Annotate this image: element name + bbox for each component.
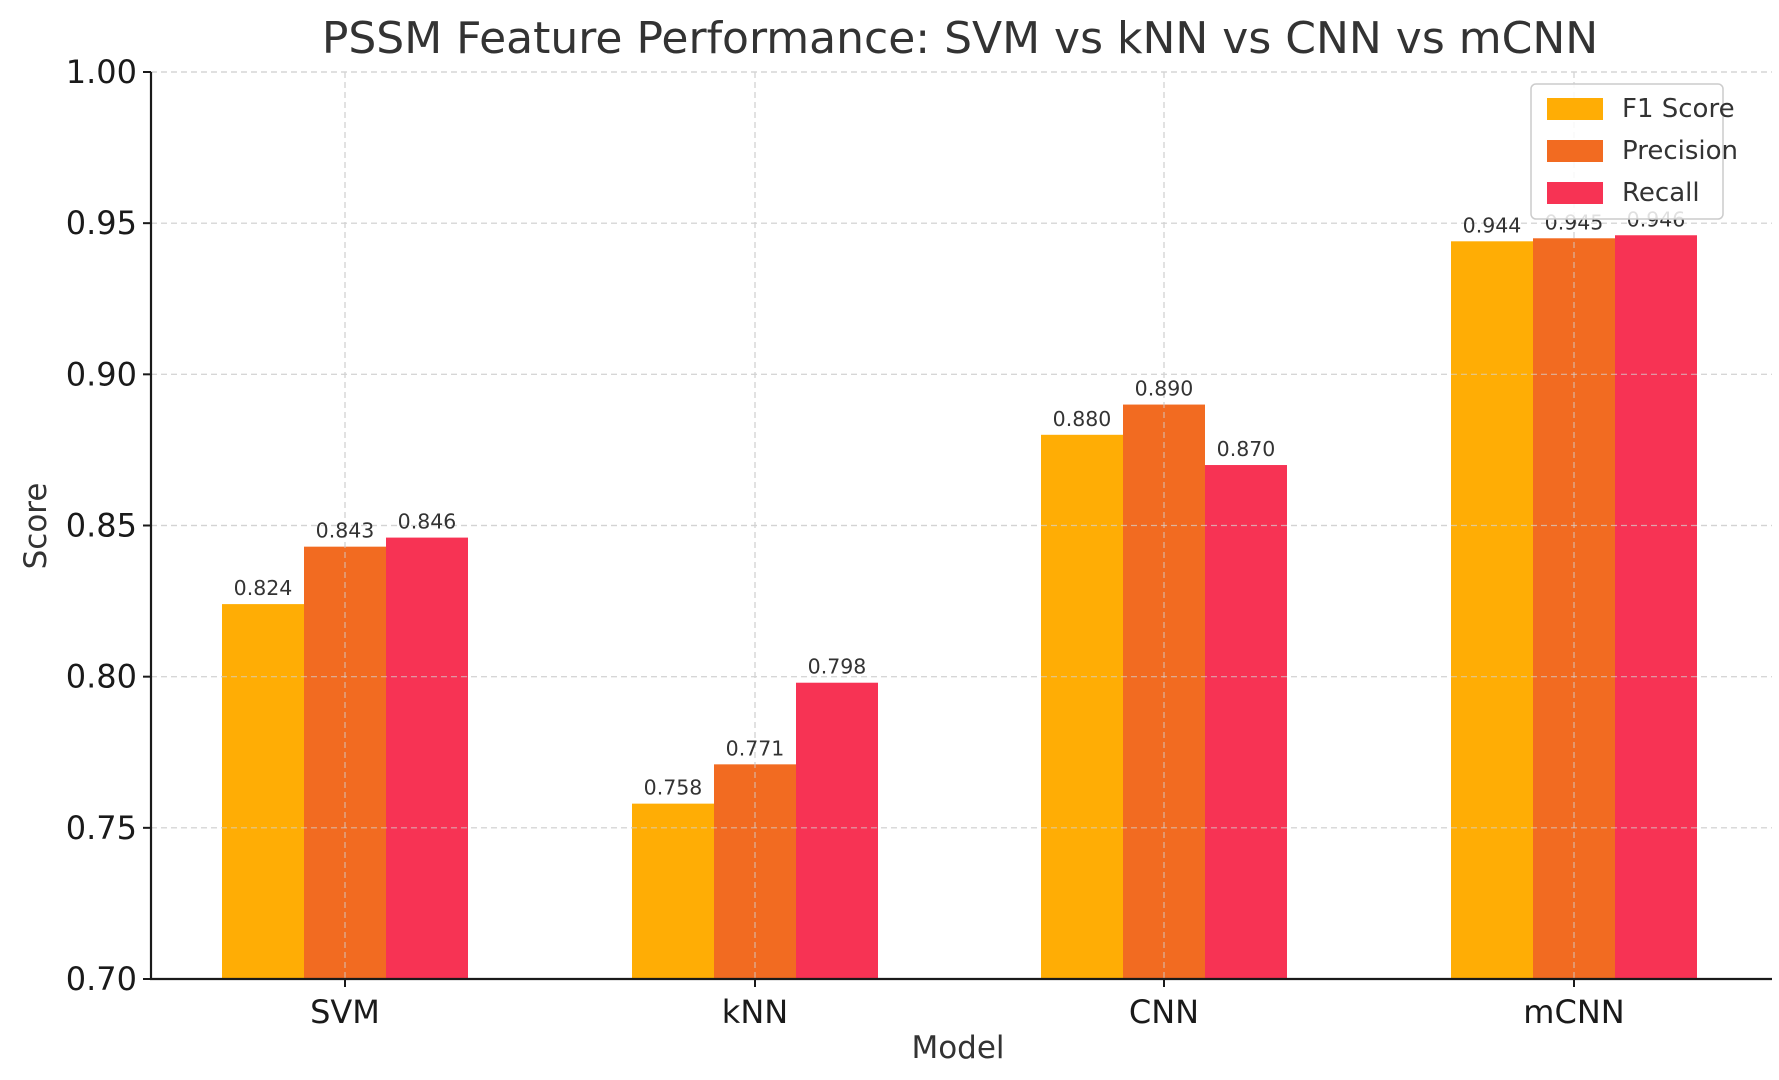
grid-overlay bbox=[151, 71, 1772, 979]
data-label: 0.824 bbox=[234, 576, 293, 600]
ticks-layer: 0.70 0.75 0.80 0.85 0.90 0.95 1.00 SVM kNN CNN mCN… bbox=[66, 53, 1625, 1031]
legend-swatch bbox=[1547, 140, 1603, 162]
legend-label: Recall bbox=[1622, 178, 1700, 208]
y-axis-title: Score bbox=[18, 483, 54, 570]
data-label: 0.846 bbox=[398, 510, 457, 534]
data-label: 0.870 bbox=[1217, 437, 1276, 461]
bars-layer bbox=[222, 235, 1697, 980]
legend-swatch bbox=[1547, 98, 1603, 120]
bar-knn-recall bbox=[796, 682, 878, 979]
value-labels-layer: 0.824 0.843 0.846 0.758 0.771 0.798 0.880 0.890… bbox=[234, 207, 1686, 799]
data-label: 0.798 bbox=[808, 655, 867, 679]
x-axis-title: Model bbox=[911, 1030, 1004, 1066]
legend-label: Precision bbox=[1622, 136, 1738, 166]
y-tick-label: 0.95 bbox=[66, 204, 137, 242]
data-label: 0.771 bbox=[726, 736, 785, 760]
data-label: 0.758 bbox=[644, 776, 703, 800]
bar-mcnn-recall bbox=[1615, 235, 1697, 979]
x-tick-label: mCNN bbox=[1523, 993, 1624, 1031]
data-label: 0.880 bbox=[1053, 407, 1112, 431]
x-tick-label: kNN bbox=[722, 993, 788, 1031]
legend-swatch bbox=[1547, 182, 1603, 204]
bar-knn-f1-score bbox=[632, 803, 714, 979]
data-label: 0.944 bbox=[1463, 213, 1522, 237]
x-tick-label: CNN bbox=[1129, 993, 1199, 1031]
legend-label: F1 Score bbox=[1622, 94, 1735, 124]
x-tick-label: SVM bbox=[310, 993, 380, 1031]
bar-cnn-f1-score bbox=[1041, 434, 1123, 979]
y-tick-label: 0.85 bbox=[66, 507, 137, 545]
bar-cnn-recall bbox=[1205, 465, 1287, 979]
legend-items: F1 Score Precision Recall bbox=[1547, 94, 1738, 208]
bar-svm-recall bbox=[386, 537, 468, 979]
data-label: 0.843 bbox=[316, 519, 375, 543]
chart-title: PSSM Feature Performance: SVM vs kNN vs … bbox=[322, 13, 1598, 64]
y-tick-label: 0.70 bbox=[66, 960, 137, 998]
data-label: 0.890 bbox=[1135, 377, 1194, 401]
y-tick-label: 0.80 bbox=[66, 658, 137, 696]
legend: F1 Score Precision Recall bbox=[1530, 83, 1738, 220]
y-tick-label: 0.75 bbox=[66, 809, 137, 847]
y-tick-label: 0.90 bbox=[66, 355, 137, 393]
y-tick-label: 1.00 bbox=[66, 53, 137, 91]
bar-mcnn-f1-score bbox=[1451, 241, 1533, 980]
bar-svm-f1-score bbox=[222, 604, 304, 979]
